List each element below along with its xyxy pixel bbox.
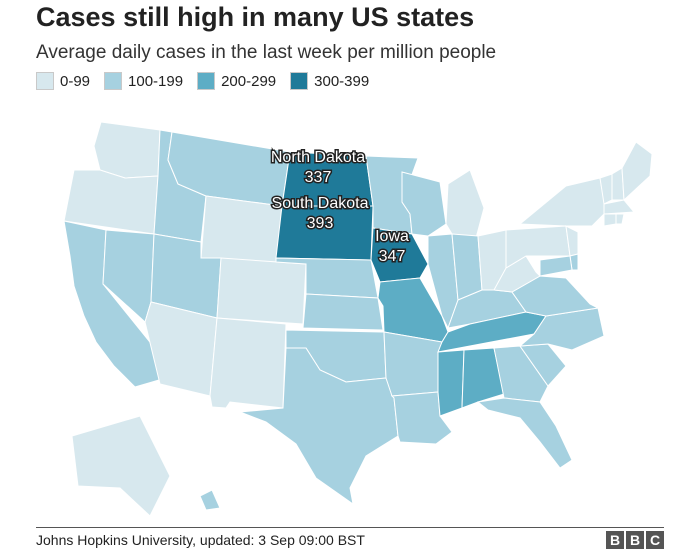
legend-swatch bbox=[290, 72, 309, 90]
chart-title: Cases still high in many US states bbox=[36, 2, 475, 32]
state-wi bbox=[401, 171, 447, 237]
state-nm bbox=[209, 317, 287, 409]
state-ri bbox=[615, 213, 625, 225]
callout-state-label: South Dakota bbox=[272, 195, 369, 212]
callout-iowa: Iowa 347 bbox=[374, 227, 411, 267]
legend-swatch bbox=[104, 72, 123, 90]
legend-swatch bbox=[36, 72, 54, 90]
footer-divider bbox=[36, 527, 664, 528]
callout-state-label: Iowa bbox=[375, 228, 409, 245]
callout-state-label: North Dakota bbox=[271, 149, 365, 166]
state-tx bbox=[239, 347, 399, 506]
logo-letter: B bbox=[606, 531, 624, 549]
callout-south-dakota: South Dakota 393 bbox=[270, 194, 370, 234]
state-ar bbox=[383, 331, 443, 397]
legend-item-200-299: 200-299 bbox=[197, 72, 276, 90]
state-ms bbox=[437, 349, 465, 417]
state-ga bbox=[493, 345, 549, 403]
state-hi bbox=[199, 489, 221, 511]
state-nc bbox=[518, 307, 605, 351]
legend-item-100-199: 100-199 bbox=[104, 72, 183, 90]
us-map: North Dakota 337 South Dakota 393 Iowa 347 bbox=[0, 96, 680, 526]
legend: 0-99 100-199 200-299 300-399 bbox=[36, 72, 369, 90]
source-note: Johns Hopkins University, updated: 3 Sep… bbox=[36, 532, 365, 548]
state-fl bbox=[476, 397, 573, 469]
callout-north-dakota: North Dakota 337 bbox=[269, 148, 366, 188]
legend-label: 200-299 bbox=[221, 72, 277, 90]
callout-value-label: 347 bbox=[379, 248, 406, 265]
legend-item-300-399: 300-399 bbox=[290, 72, 369, 90]
chart-subtitle: Average daily cases in the last week per… bbox=[36, 42, 497, 63]
state-pa bbox=[505, 225, 571, 269]
logo-letter: B bbox=[626, 531, 644, 549]
legend-swatch bbox=[197, 72, 216, 90]
us-map-svg: North Dakota 337 South Dakota 393 Iowa 347 bbox=[63, 121, 653, 517]
state-wa bbox=[93, 121, 161, 179]
state-ma bbox=[603, 199, 636, 215]
state-co bbox=[216, 257, 307, 325]
state-al bbox=[461, 347, 505, 409]
legend-item-0-99: 0-99 bbox=[36, 72, 90, 90]
legend-label: 100-199 bbox=[128, 72, 184, 90]
state-wy bbox=[200, 195, 283, 263]
state-me bbox=[621, 141, 653, 202]
state-az bbox=[144, 301, 218, 397]
state-md bbox=[539, 255, 573, 277]
logo-letter: C bbox=[646, 531, 664, 549]
state-va bbox=[511, 275, 600, 317]
legend-label: 0-99 bbox=[60, 72, 91, 90]
callout-value-label: 337 bbox=[305, 169, 332, 186]
state-ks bbox=[302, 293, 384, 331]
bbc-logo: B B C bbox=[606, 531, 664, 549]
state-ct bbox=[603, 213, 617, 227]
state-mi bbox=[445, 169, 485, 239]
state-ak bbox=[71, 415, 171, 517]
legend-label: 300-399 bbox=[314, 72, 370, 90]
callout-value-label: 393 bbox=[307, 215, 334, 232]
state-ny bbox=[518, 177, 607, 227]
